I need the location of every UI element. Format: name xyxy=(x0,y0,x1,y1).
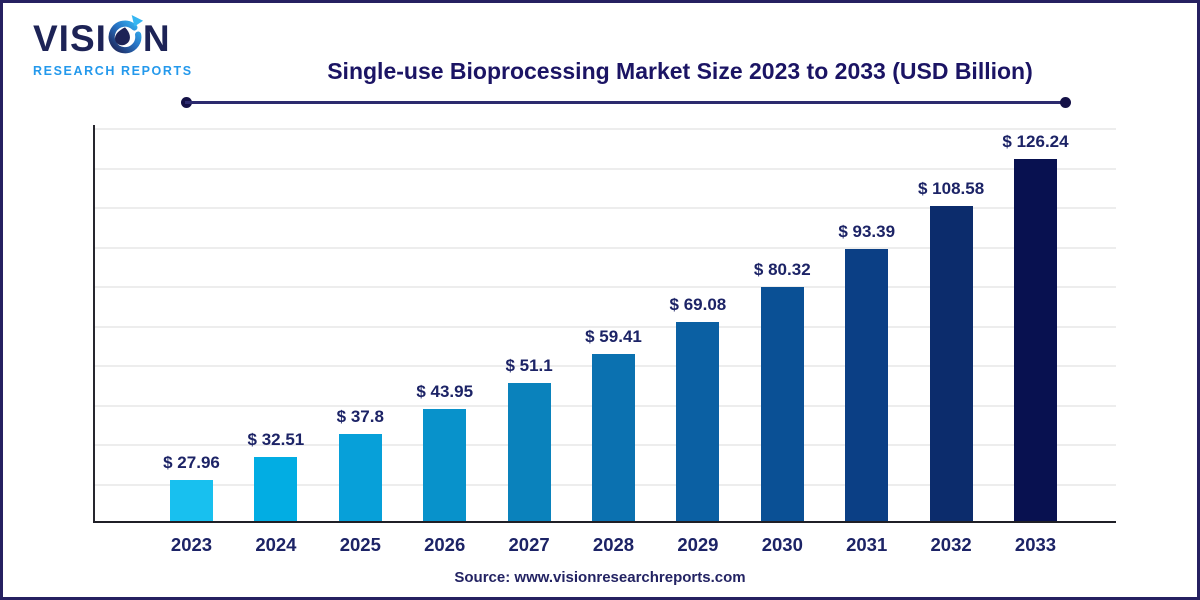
brand-word-start: VISI xyxy=(33,17,107,59)
gridline xyxy=(95,167,1116,170)
bar-2026 xyxy=(423,409,467,522)
gridline xyxy=(95,207,1116,209)
x-axis-label: 2029 xyxy=(677,534,719,555)
x-axis-label: 2031 xyxy=(846,534,888,555)
bar-2023 xyxy=(170,480,213,522)
bar-2033 xyxy=(1014,159,1057,522)
bar-2028 xyxy=(592,354,635,522)
title-divider xyxy=(181,96,1071,108)
bar-2030 xyxy=(760,287,804,522)
bar-value-label: $ 27.96 xyxy=(163,453,220,472)
gridline xyxy=(95,286,1116,288)
x-axis-label: 2032 xyxy=(930,534,972,555)
x-axis-label: 2023 xyxy=(170,534,213,555)
bar-2024 xyxy=(254,457,298,522)
x-axis-label: 2028 xyxy=(592,534,635,555)
gridline xyxy=(95,128,1116,130)
x-axis-label: 2025 xyxy=(339,534,381,555)
bar-value-label: $ 108.58 xyxy=(918,179,985,198)
bar-value-label: $ 69.08 xyxy=(669,295,727,314)
bar-value-label: $ 32.51 xyxy=(247,430,305,449)
bar-2032 xyxy=(929,206,973,522)
bar-value-label: $ 80.32 xyxy=(753,260,811,279)
bar-value-label: $ 126.24 xyxy=(1002,132,1069,151)
vision-logo-icon xyxy=(108,15,143,54)
bar-2031 xyxy=(845,249,889,522)
divider-dot-right xyxy=(1060,97,1071,108)
bar-2027 xyxy=(507,383,551,522)
bar-value-label: $ 93.39 xyxy=(838,222,896,241)
brand-logo: VISI N RESEARCH REPORTS xyxy=(33,15,193,78)
source-text: Source: www.visionresearchreports.com xyxy=(454,569,746,586)
plot-area: $ 27.96 2023 $ 32.51 2024 $ 37.8 2025 $ 43.95 2… xyxy=(93,125,1116,555)
gridline xyxy=(95,325,1116,328)
x-axis-label: 2033 xyxy=(1014,534,1057,555)
x-axis-label: 2030 xyxy=(761,534,803,555)
bar-value-label: $ 59.41 xyxy=(585,327,642,346)
x-axis-label: 2024 xyxy=(255,534,297,555)
brand-subtitle: RESEARCH REPORTS xyxy=(33,64,193,78)
divider-line xyxy=(185,101,1067,104)
brand-wordmark: VISI N xyxy=(33,15,193,60)
bar-value-label: $ 51.1 xyxy=(505,356,553,375)
bar-2025 xyxy=(338,434,382,522)
x-axis-label: 2026 xyxy=(424,534,466,555)
y-axis-line xyxy=(93,125,95,523)
bar-2029 xyxy=(676,322,720,522)
x-axis-line xyxy=(93,520,1116,523)
x-axis-label: 2027 xyxy=(508,534,550,555)
gridline xyxy=(95,246,1116,249)
bar-value-label: $ 37.8 xyxy=(336,407,384,426)
bar-value-label: $ 43.95 xyxy=(416,382,474,401)
chart-title: Single-use Bioprocessing Market Size 202… xyxy=(327,58,1033,85)
brand-word-end: N xyxy=(142,17,171,59)
